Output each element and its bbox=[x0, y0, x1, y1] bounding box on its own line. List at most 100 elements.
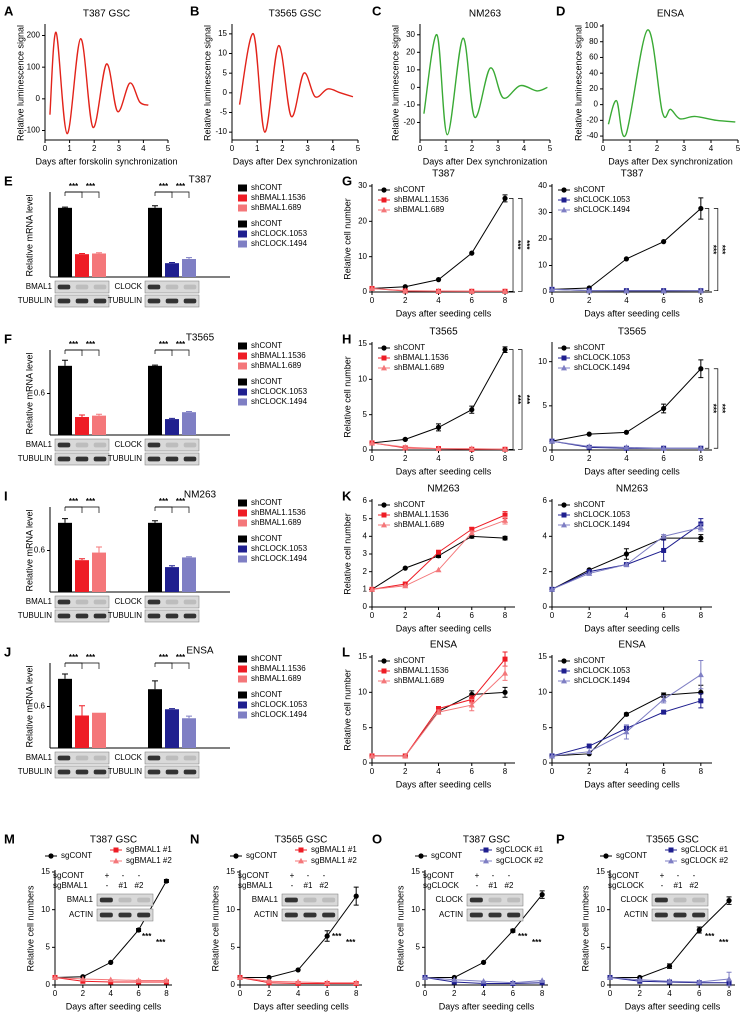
y-tick-label: 20 bbox=[358, 216, 367, 225]
bracket bbox=[509, 198, 514, 292]
legend-marker bbox=[48, 853, 54, 859]
x-tick-label: 1 bbox=[628, 144, 633, 153]
y-axis-label: Relative cell numbers bbox=[395, 885, 405, 972]
error-bar bbox=[152, 364, 158, 366]
y-tick-label: 0 bbox=[594, 100, 599, 109]
panel-letter: L bbox=[342, 644, 350, 659]
data-point bbox=[509, 979, 516, 986]
legend-marker bbox=[381, 197, 387, 203]
y-tick-label: 0 bbox=[363, 287, 368, 296]
inset-row-label: sgBMAL1 bbox=[53, 881, 88, 890]
y-axis-label: Relative cell number bbox=[342, 198, 352, 280]
x-axis-label: Days after seeding cells bbox=[584, 779, 680, 789]
y-axis-label: Relative cell numbers bbox=[210, 885, 220, 972]
error-bar bbox=[62, 206, 68, 208]
bracket bbox=[704, 368, 710, 449]
significance: *** bbox=[159, 653, 169, 662]
bar bbox=[75, 560, 89, 592]
panel-letter: B bbox=[190, 3, 199, 18]
blot-band bbox=[93, 442, 107, 448]
blot-band bbox=[147, 599, 161, 605]
x-axis-label: Days after seeding cells bbox=[396, 623, 492, 633]
x-tick-label: 2 bbox=[403, 611, 408, 620]
data-point bbox=[502, 347, 508, 353]
x-tick-label: 6 bbox=[661, 296, 666, 305]
blot-label: TUBULIN bbox=[108, 454, 142, 463]
panel-letter: M bbox=[4, 831, 15, 846]
legend-label: sgCLOCK #1 bbox=[681, 845, 729, 854]
data-point bbox=[549, 586, 555, 592]
data-point bbox=[661, 405, 667, 412]
legend-label: sgCONT bbox=[61, 851, 92, 860]
y-tick-label: 15 bbox=[218, 29, 227, 38]
legend-label: sgCLOCK #2 bbox=[496, 856, 544, 865]
data-point bbox=[697, 287, 704, 294]
y-tick-label: 6 bbox=[363, 496, 368, 505]
legend-marker bbox=[418, 853, 424, 859]
data-point bbox=[623, 561, 630, 567]
blot-band bbox=[165, 442, 179, 448]
x-tick-label: 4 bbox=[481, 989, 486, 998]
chart-title: ENSA bbox=[430, 640, 458, 651]
legend-label: shCLOCK.1053 bbox=[251, 544, 308, 553]
data-point bbox=[661, 547, 667, 553]
blot-band bbox=[147, 613, 161, 619]
x-tick-label: 4 bbox=[667, 989, 672, 998]
legend-label: sgBMAL1 #1 bbox=[126, 845, 172, 854]
blot-band bbox=[147, 755, 161, 761]
blot-band bbox=[183, 442, 197, 448]
legend-marker bbox=[113, 847, 119, 853]
x-tick-label: 0 bbox=[550, 767, 555, 776]
blot-band bbox=[137, 912, 151, 918]
x-tick-label: 1 bbox=[67, 144, 72, 153]
error-bar bbox=[79, 705, 85, 716]
y-tick-label: -10 bbox=[403, 100, 415, 109]
significance: *** bbox=[156, 938, 166, 947]
error-bar bbox=[62, 518, 68, 523]
chart-title: T3565 bbox=[186, 333, 215, 344]
x-tick-label: 4 bbox=[522, 144, 527, 153]
blot-band bbox=[303, 912, 317, 918]
x-axis-label: Days after seeding cells bbox=[584, 466, 680, 476]
legend-swatch bbox=[238, 665, 247, 673]
blot-label: BMAL1 bbox=[67, 895, 94, 904]
data-point bbox=[623, 728, 630, 735]
y-axis-label: Relative mRNA level bbox=[24, 194, 34, 276]
legend-marker bbox=[603, 853, 609, 859]
blot-band bbox=[183, 769, 197, 775]
y-tick-label: 0 bbox=[36, 94, 41, 103]
significance: *** bbox=[718, 245, 727, 255]
bracket bbox=[65, 506, 83, 513]
bracket bbox=[155, 349, 190, 356]
data-point bbox=[402, 436, 408, 442]
bar bbox=[165, 709, 179, 748]
data-point bbox=[502, 288, 509, 294]
y-tick-label: 0 bbox=[223, 88, 228, 97]
data-point bbox=[324, 933, 330, 939]
data-point bbox=[502, 512, 508, 518]
data-point bbox=[636, 976, 643, 983]
significance: *** bbox=[69, 497, 79, 506]
blot-band bbox=[147, 298, 161, 304]
blot-band bbox=[654, 897, 668, 903]
data-point bbox=[435, 287, 442, 294]
data-point bbox=[163, 977, 170, 983]
legend-marker bbox=[381, 206, 387, 213]
legend-label: shBMAL1.689 bbox=[394, 520, 445, 529]
data-point bbox=[52, 974, 58, 980]
y-tick-label: 10 bbox=[538, 687, 547, 696]
blot-band bbox=[93, 456, 107, 462]
x-tick-label: 0 bbox=[53, 989, 58, 998]
legend-marker bbox=[381, 658, 387, 664]
legend-swatch bbox=[238, 499, 247, 507]
panel-letter: G bbox=[342, 173, 352, 188]
inset-row-label: sgCLOCK bbox=[608, 881, 645, 890]
bracket bbox=[155, 506, 173, 513]
legend-swatch bbox=[238, 545, 247, 553]
blot-band bbox=[165, 298, 179, 304]
legend-label: shBMAL1.1536 bbox=[394, 666, 449, 675]
error-bar bbox=[96, 546, 102, 553]
chart-title: T3565 bbox=[429, 327, 458, 338]
blot-band bbox=[93, 613, 107, 619]
error-bar bbox=[169, 565, 175, 568]
